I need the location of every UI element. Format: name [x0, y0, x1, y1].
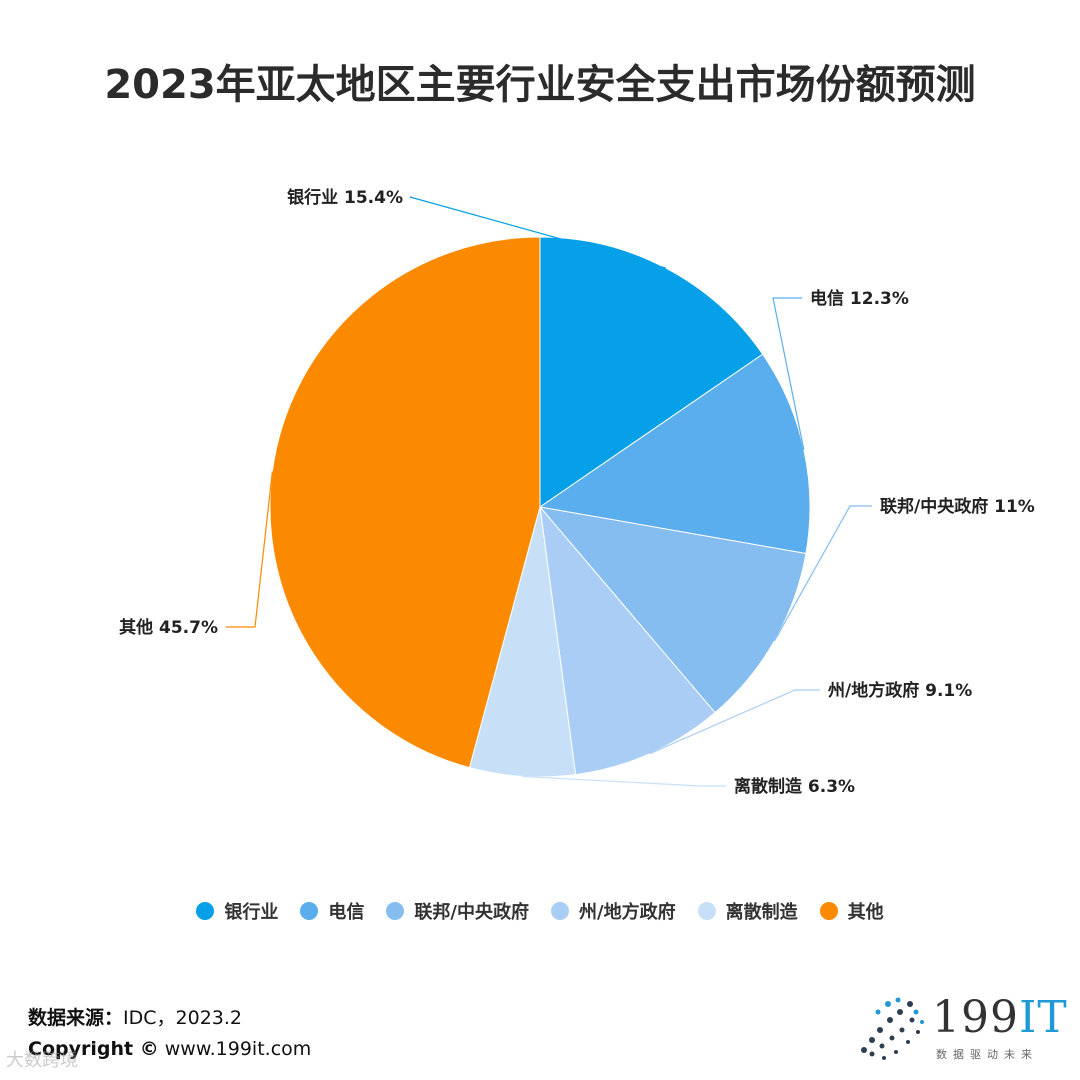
- chart-title: 2023年亚太地区主要行业安全支出市场份额预测: [104, 62, 976, 108]
- leader-line: [226, 471, 273, 628]
- legend-label: 离散制造: [725, 902, 798, 923]
- copyright-label: Copyright ©: [28, 1038, 159, 1060]
- legend-label: 银行业: [224, 902, 279, 923]
- slice-label: 离散制造 6.3%: [734, 776, 855, 797]
- leader-line: [772, 297, 805, 450]
- legend-swatch: [819, 902, 838, 920]
- slice-label: 其他 45.7%: [119, 617, 218, 638]
- leader-line: [773, 505, 872, 642]
- leader-line: [649, 689, 820, 755]
- legend-item: 电信: [300, 898, 364, 924]
- legend-item: 离散制造: [697, 898, 798, 924]
- legend-item: 其他: [819, 898, 884, 924]
- pie-slice: [538, 353, 811, 555]
- leader-line: [409, 196, 666, 269]
- legend-label: 其他: [847, 902, 884, 923]
- source-label: 数据来源：: [28, 1007, 124, 1029]
- legend-swatch: [196, 902, 215, 920]
- legend-swatch: [551, 902, 569, 920]
- legend-item: 联邦/中央政府: [386, 898, 529, 924]
- legend-swatch: [386, 902, 405, 920]
- logo-subtitle: 数据驱动未来: [936, 1048, 1038, 1061]
- data-source: 数据来源：IDC，2023.2: [28, 1003, 242, 1030]
- legend-item: 州/地方政府: [551, 898, 676, 924]
- source-value: IDC，2023.2: [123, 1007, 242, 1029]
- watermark: 大数跨境: [6, 1050, 78, 1071]
- legend-label: 电信: [328, 902, 365, 923]
- legend-item: 银行业: [196, 898, 278, 924]
- slice-label: 州/地方政府 9.1%: [827, 680, 972, 701]
- legend-swatch: [300, 902, 319, 920]
- copyright-url: www.199it.com: [158, 1038, 312, 1060]
- logo-wordmark: 199IT: [932, 992, 1068, 1043]
- slice-label: 银行业 15.4%: [287, 187, 403, 208]
- pie-slice: [539, 505, 716, 776]
- legend: 银行业 电信 联邦/中央政府 州/地方政府 离散制造 其他: [0, 898, 1080, 924]
- legend-label: 州/地方政府: [579, 902, 676, 923]
- legend-swatch: [697, 902, 716, 920]
- logo-dots-icon: [861, 997, 924, 1060]
- slice-label: 联邦/中央政府 11%: [880, 496, 1035, 517]
- legend-label: 联邦/中央政府: [414, 902, 529, 923]
- slice-label: 电信 12.3%: [810, 288, 909, 309]
- leader-line: [522, 775, 726, 787]
- pie-slice: [538, 506, 807, 714]
- copyright: Copyright © www.199it.com: [28, 1038, 311, 1060]
- brand-logo: 199IT 数据驱动未来: [850, 990, 1067, 1070]
